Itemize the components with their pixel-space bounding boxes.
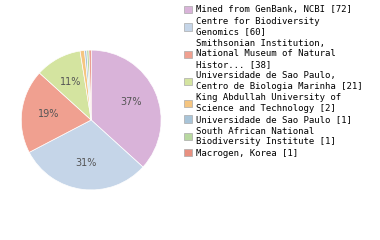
Wedge shape <box>21 73 91 152</box>
Wedge shape <box>89 50 91 120</box>
Wedge shape <box>87 50 91 120</box>
Text: 11%: 11% <box>60 77 81 87</box>
Wedge shape <box>40 51 91 120</box>
Legend: Mined from GenBank, NCBI [72], Centre for Biodiversity
Genomics [60], Smithsonia: Mined from GenBank, NCBI [72], Centre fo… <box>183 5 363 158</box>
Wedge shape <box>91 50 161 167</box>
Text: 37%: 37% <box>120 97 142 108</box>
Wedge shape <box>29 120 143 190</box>
Text: 19%: 19% <box>38 109 59 120</box>
Wedge shape <box>84 50 91 120</box>
Wedge shape <box>80 50 91 120</box>
Text: 31%: 31% <box>75 158 97 168</box>
